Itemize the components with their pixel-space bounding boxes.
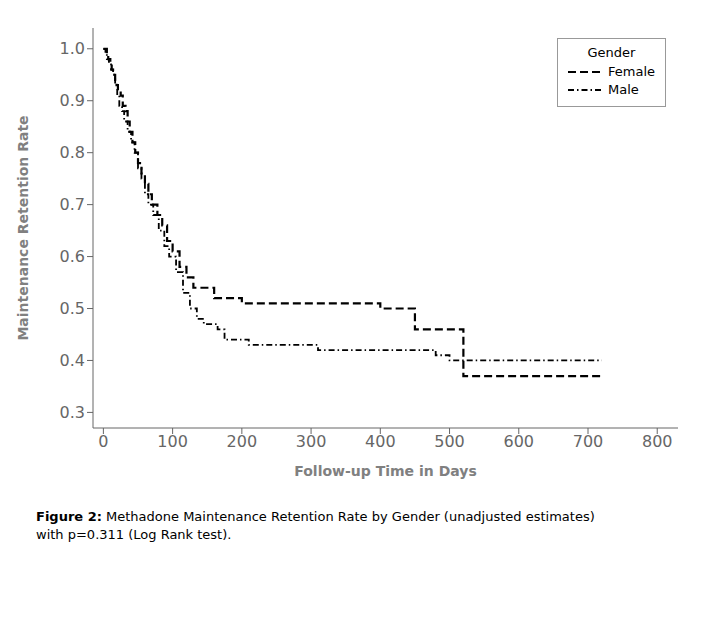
svg-text:0.8: 0.8: [60, 143, 85, 162]
svg-text:0.9: 0.9: [60, 91, 85, 110]
html-text:Figure 2: Methadone Maintenanc: Figure 2: Methadone Maintenance Retentio…: [36, 509, 595, 543]
svg-text:400: 400: [365, 432, 396, 451]
svg-text:Maintenance Retention Rate: Maintenance Retention Rate: [15, 115, 31, 340]
svg-text:800: 800: [642, 432, 673, 451]
svg-text:300: 300: [296, 432, 327, 451]
svg-text:200: 200: [227, 432, 258, 451]
svg-text:700: 700: [573, 432, 604, 451]
svg-text:1.0: 1.0: [60, 39, 85, 58]
svg-text:0.5: 0.5: [60, 299, 85, 318]
svg-text:600: 600: [503, 432, 534, 451]
svg-text:Follow-up Time in Days: Follow-up Time in Days: [294, 463, 476, 479]
html-text:Male: Male: [608, 82, 639, 97]
html-text:Female: Female: [608, 64, 655, 79]
svg-text:0.3: 0.3: [60, 403, 85, 422]
svg-text:0.6: 0.6: [60, 247, 85, 266]
html-text:Gender: Gender: [587, 45, 636, 60]
svg-text:100: 100: [157, 432, 188, 451]
svg-text:0.4: 0.4: [60, 351, 85, 370]
svg-text:0: 0: [98, 432, 108, 451]
svg-text:0.7: 0.7: [60, 195, 85, 214]
svg-text:500: 500: [434, 432, 465, 451]
